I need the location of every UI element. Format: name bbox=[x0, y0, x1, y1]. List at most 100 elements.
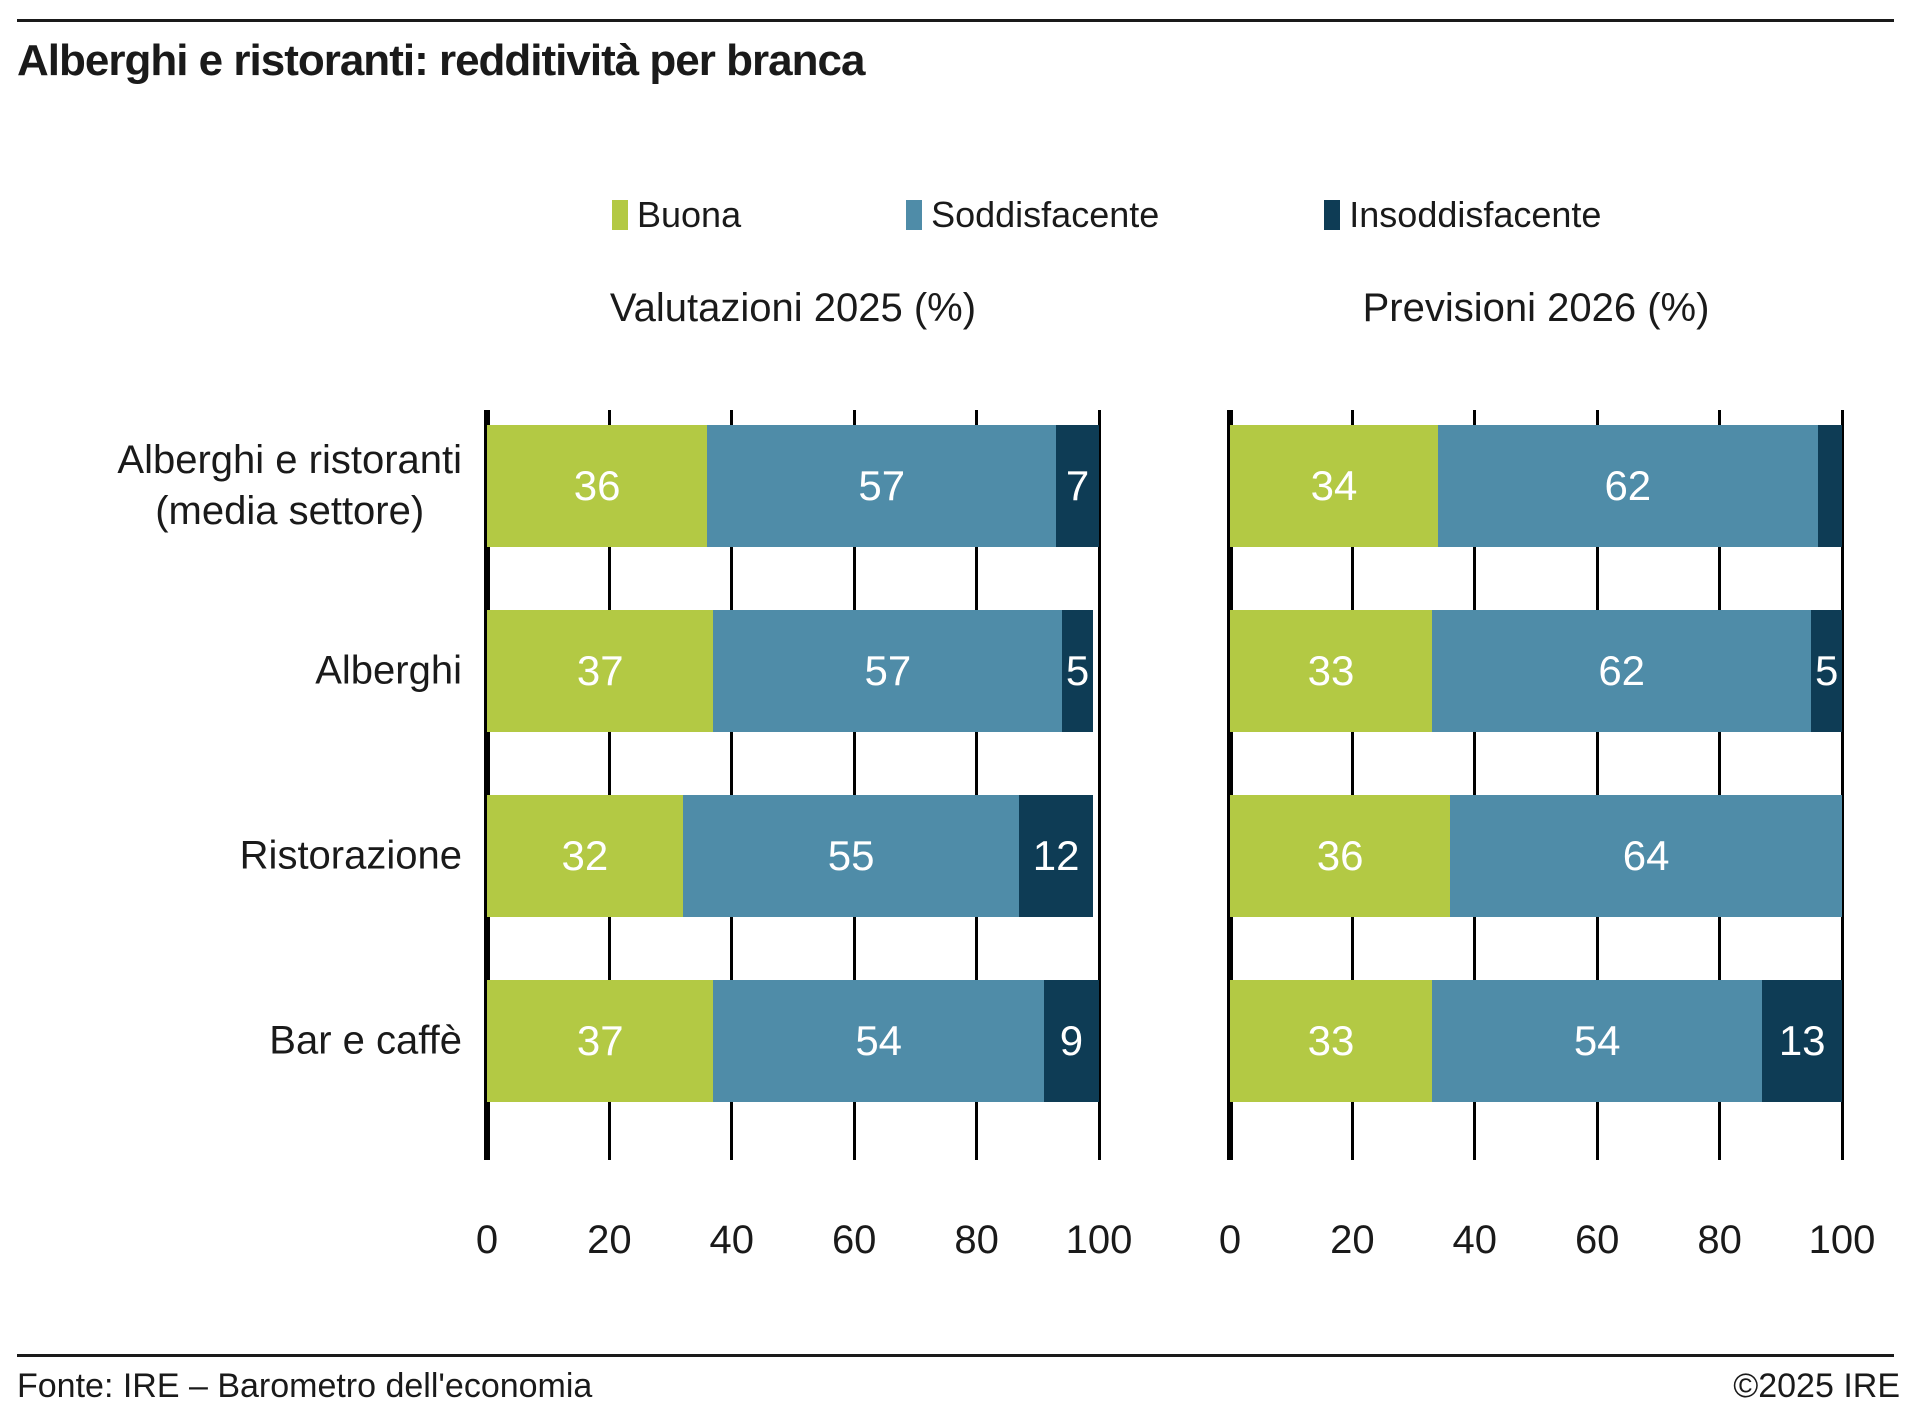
value-label: 37 bbox=[576, 647, 624, 694]
y-axis-line bbox=[1227, 410, 1233, 1160]
bar-row: 37 54 9 bbox=[487, 980, 1099, 1102]
value-label: 12 bbox=[1032, 832, 1080, 879]
x-tick-label-60: 60 bbox=[831, 1218, 877, 1262]
value-label: 9 bbox=[1059, 1017, 1084, 1064]
value-label: 33 bbox=[1307, 1017, 1355, 1064]
bar-row: 37 57 5 bbox=[487, 610, 1099, 732]
value-label: 34 bbox=[1310, 462, 1358, 509]
chart-panel-previsioni-2026: 34 62 33 62 5 36 64 33 54 13 bbox=[1227, 410, 1844, 1160]
gridline-100 bbox=[1840, 410, 1844, 1160]
gridline-40 bbox=[730, 410, 734, 1160]
segment-soddisfacente: 54 bbox=[1431, 980, 1763, 1102]
bar-row: 33 62 5 bbox=[1230, 610, 1842, 732]
value-label: 36 bbox=[1316, 832, 1364, 879]
gridline-60 bbox=[1595, 410, 1599, 1160]
segment-buona: 33 bbox=[1230, 980, 1432, 1102]
gridline-40 bbox=[1473, 410, 1477, 1160]
x-tick-label-20: 20 bbox=[1330, 1218, 1375, 1262]
segment-insoddisfacente: 9 bbox=[1043, 980, 1099, 1102]
value-label: 62 bbox=[1598, 647, 1646, 694]
value-label: 55 bbox=[827, 832, 875, 879]
bar-row: 34 62 bbox=[1230, 425, 1842, 547]
value-label: 57 bbox=[864, 647, 912, 694]
category-label: Alberghi e ristoranti (media settore) bbox=[117, 437, 462, 533]
segment-soddisfacente: 64 bbox=[1450, 795, 1842, 917]
segment-buona: 34 bbox=[1230, 425, 1439, 547]
gridline-20 bbox=[607, 410, 611, 1160]
legend-swatch-soddisfacente bbox=[906, 200, 923, 230]
segment-buona: 36 bbox=[1230, 795, 1451, 917]
segment-insoddisfacente: 5 bbox=[1811, 610, 1842, 732]
bar-row: 32 55 12 bbox=[487, 795, 1099, 917]
bar-row: 33 54 13 bbox=[1230, 980, 1842, 1102]
segment-soddisfacente: 57 bbox=[713, 610, 1063, 732]
value-label: 5 bbox=[1815, 647, 1839, 694]
footer-copyright: ©2025 IRE bbox=[1733, 1367, 1900, 1405]
segment-soddisfacente: 57 bbox=[707, 425, 1057, 547]
value-label: 54 bbox=[855, 1017, 903, 1064]
gridline-80 bbox=[975, 410, 979, 1160]
value-label: 62 bbox=[1604, 462, 1652, 509]
segment-buona: 32 bbox=[487, 795, 683, 917]
x-tick-label-60: 60 bbox=[1574, 1218, 1620, 1262]
segment-soddisfacente: 55 bbox=[682, 795, 1020, 917]
value-label: 13 bbox=[1778, 1017, 1826, 1064]
x-tick-label-40: 40 bbox=[709, 1218, 755, 1262]
panel-title-previsioni-2026: Previsioni 2026 (%) bbox=[1362, 286, 1710, 330]
value-label: 57 bbox=[858, 462, 906, 509]
segment-soddisfacente: 54 bbox=[713, 980, 1044, 1102]
legend-label-soddisfacente: Soddisfacente bbox=[931, 194, 1160, 235]
legend-item-buona: Buona bbox=[612, 194, 741, 236]
segment-soddisfacente: 62 bbox=[1431, 610, 1812, 732]
bar-row: 36 57 7 bbox=[487, 425, 1099, 547]
footer-rule bbox=[17, 1354, 1894, 1357]
segment-buona: 33 bbox=[1230, 610, 1432, 732]
segment-insoddisfacente: 12 bbox=[1019, 795, 1093, 917]
segment-buona: 37 bbox=[487, 610, 714, 732]
gridline-100 bbox=[1097, 410, 1101, 1160]
value-label: 64 bbox=[1622, 832, 1670, 879]
value-label: 37 bbox=[576, 1017, 624, 1064]
legend: Buona Soddisfacente Insoddisfacente bbox=[612, 194, 1601, 236]
category-label: Alberghi bbox=[315, 648, 462, 693]
x-tick-label-0: 0 bbox=[1218, 1218, 1242, 1262]
value-label: 54 bbox=[1573, 1017, 1621, 1064]
legend-item-insoddisfacente: Insoddisfacente bbox=[1324, 194, 1601, 236]
legend-label-insoddisfacente: Insoddisfacente bbox=[1349, 194, 1602, 235]
gridline-80 bbox=[1718, 410, 1722, 1160]
value-label: 36 bbox=[573, 462, 621, 509]
segment-soddisfacente: 62 bbox=[1438, 425, 1818, 547]
x-tick-label-20: 20 bbox=[587, 1218, 632, 1262]
x-tick-label-40: 40 bbox=[1452, 1218, 1498, 1262]
x-tick-label-100: 100 bbox=[1065, 1218, 1133, 1262]
bar-row: 36 64 bbox=[1230, 795, 1842, 917]
value-label: 5 bbox=[1065, 647, 1090, 694]
category-label: Bar e caffè bbox=[269, 1018, 462, 1063]
x-tick-label-0: 0 bbox=[475, 1218, 499, 1262]
legend-item-soddisfacente: Soddisfacente bbox=[906, 194, 1159, 236]
category-label: Ristorazione bbox=[239, 833, 462, 878]
chart-panel-valutazioni-2025: 36 57 7 37 57 5 32 55 12 37 54 9 bbox=[484, 410, 1101, 1160]
x-tick-label-80: 80 bbox=[954, 1218, 999, 1262]
segment-insoddisfacente bbox=[1817, 425, 1842, 547]
top-rule bbox=[17, 19, 1894, 22]
value-label: 7 bbox=[1065, 462, 1090, 509]
value-label: 32 bbox=[561, 832, 609, 879]
footer-source: Fonte: IRE – Barometro dell'economia bbox=[17, 1367, 593, 1405]
x-tick-label-80: 80 bbox=[1697, 1218, 1742, 1262]
legend-swatch-buona bbox=[612, 200, 628, 230]
legend-label-buona: Buona bbox=[637, 194, 742, 235]
legend-swatch-insoddisfacente bbox=[1324, 200, 1341, 230]
y-axis-line bbox=[484, 410, 490, 1160]
segment-insoddisfacente: 7 bbox=[1056, 425, 1099, 547]
gridline-60 bbox=[852, 410, 856, 1160]
page-title: Alberghi e ristoranti: redditività per b… bbox=[17, 36, 865, 85]
segment-insoddisfacente: 5 bbox=[1062, 610, 1093, 732]
value-label: 33 bbox=[1307, 647, 1355, 694]
segment-buona: 36 bbox=[487, 425, 708, 547]
gridline-20 bbox=[1350, 410, 1354, 1160]
segment-insoddisfacente: 13 bbox=[1762, 980, 1842, 1102]
segment-buona: 37 bbox=[487, 980, 714, 1102]
panel-title-valutazioni-2025: Valutazioni 2025 (%) bbox=[609, 286, 977, 330]
